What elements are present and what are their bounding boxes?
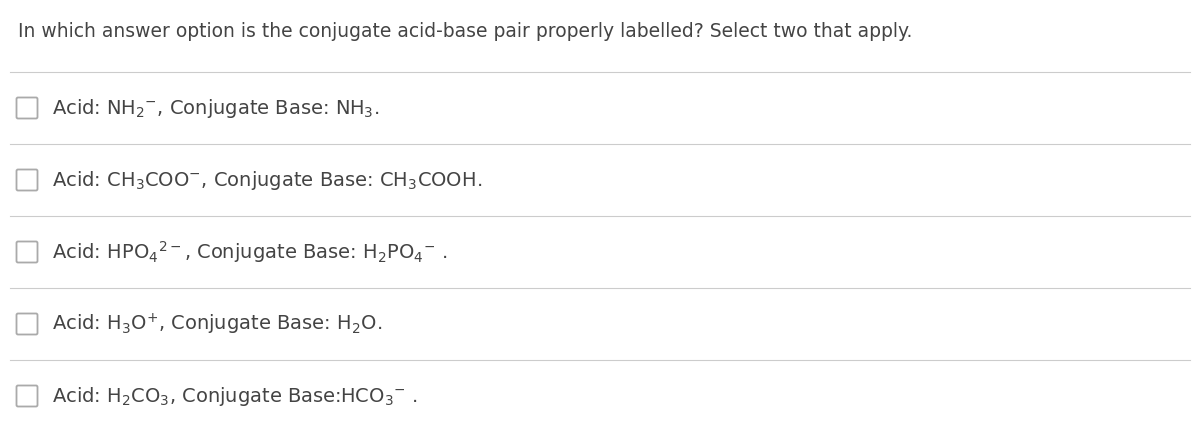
Text: Acid: HPO$_4$$^{2-}$, Conjugate Base: H$_2$PO$_4$$^{-}$ .: Acid: HPO$_4$$^{2-}$, Conjugate Base: H$… (52, 239, 448, 265)
FancyBboxPatch shape (17, 242, 37, 262)
Text: Acid: CH$_3$COO$^{-}$, Conjugate Base: CH$_3$COOH.: Acid: CH$_3$COO$^{-}$, Conjugate Base: C… (52, 169, 482, 191)
Text: Acid: H$_3$O$^{+}$, Conjugate Base: H$_2$O.: Acid: H$_3$O$^{+}$, Conjugate Base: H$_2… (52, 311, 383, 337)
Text: Acid: H$_2$CO$_3$, Conjugate Base:HCO$_3$$^{-}$ .: Acid: H$_2$CO$_3$, Conjugate Base:HCO$_3… (52, 384, 418, 408)
Text: Acid: NH$_2$$^{-}$, Conjugate Base: NH$_3$.: Acid: NH$_2$$^{-}$, Conjugate Base: NH$_… (52, 96, 379, 120)
FancyBboxPatch shape (17, 313, 37, 335)
FancyBboxPatch shape (17, 98, 37, 119)
FancyBboxPatch shape (17, 386, 37, 406)
FancyBboxPatch shape (17, 169, 37, 190)
Text: In which answer option is the conjugate acid-base pair properly labelled? Select: In which answer option is the conjugate … (18, 22, 912, 41)
